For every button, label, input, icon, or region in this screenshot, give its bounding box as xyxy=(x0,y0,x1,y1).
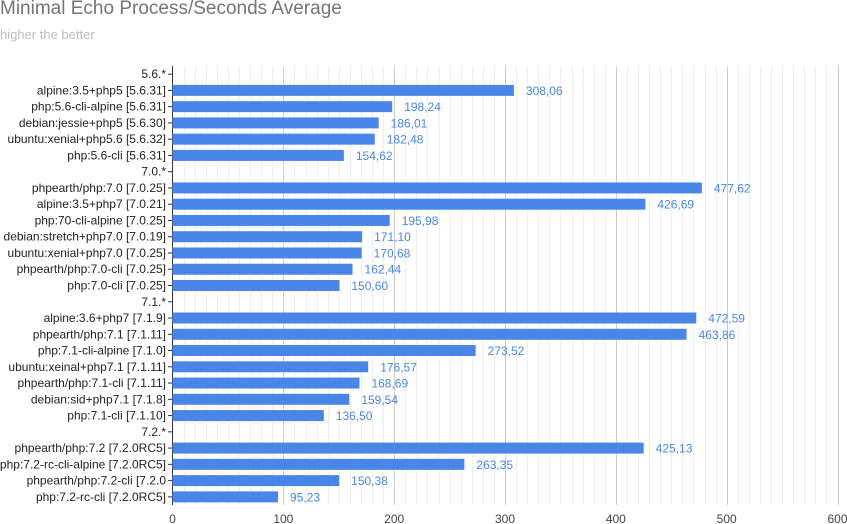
category-label: php:7.1-cli [7.1.10] xyxy=(67,409,166,423)
category-label: debian:jessie+php5 [5.6.30] xyxy=(19,116,166,130)
category-label: ubuntu:xeinal+php7.1 [7.1.11] xyxy=(8,360,166,374)
bar xyxy=(172,328,687,340)
bar xyxy=(172,101,393,113)
bar xyxy=(172,247,362,259)
bar xyxy=(172,149,344,161)
data-label: 95,23 xyxy=(290,490,320,504)
category-label: ubuntu:xenial+php5.6 [5.6.32] xyxy=(8,132,166,146)
x-tick-label: 400 xyxy=(606,512,626,524)
x-tick-label: 300 xyxy=(495,512,515,524)
data-label: 426,69 xyxy=(657,198,694,212)
category-label: phpearth/php:7.0-cli [7.0.25] xyxy=(17,262,166,276)
chart-subtitle: higher the better xyxy=(0,27,95,42)
category-label: alpine:3.5+php7 [7.0.21] xyxy=(37,197,166,211)
bar xyxy=(172,377,360,389)
data-label: 472,59 xyxy=(708,312,745,326)
x-tick-label: 200 xyxy=(384,512,404,524)
bar xyxy=(172,491,279,503)
category-label: php:70-cli-alpine [7.0.25] xyxy=(35,213,166,227)
data-label: 162,44 xyxy=(365,263,402,277)
category-label: phpearth/php:7.1-cli [7.1.11] xyxy=(17,376,166,390)
bar xyxy=(172,198,646,210)
data-label: 463,86 xyxy=(699,328,736,342)
data-label: 182,48 xyxy=(387,133,424,147)
bar xyxy=(172,312,697,324)
x-tick-label: 0 xyxy=(169,512,176,524)
bar xyxy=(172,214,390,226)
category-label: debian:sid+php7.1 [7.1.8] xyxy=(31,392,166,406)
category-label: php:7.2-rc-cli [7.2.0RC5] xyxy=(36,490,166,504)
bar xyxy=(172,280,340,291)
data-label: 308,06 xyxy=(526,84,563,98)
data-label: 159,54 xyxy=(361,393,398,407)
data-label: 168,69 xyxy=(371,377,408,391)
data-label: 425,13 xyxy=(656,442,693,456)
group-label: 7.0.* xyxy=(141,165,166,179)
bar xyxy=(172,345,476,357)
x-tick-label: 100 xyxy=(273,512,293,524)
x-tick-label: 600 xyxy=(827,512,847,524)
category-label: phpearth/php:7.2-cli [7.2.0 xyxy=(27,474,167,488)
x-tick-label: 500 xyxy=(717,512,737,524)
category-label: php:5.6-cli-alpine [5.6.31] xyxy=(31,100,166,114)
data-label: 477,62 xyxy=(714,181,751,195)
category-label: php:7.0-cli [7.0.25] xyxy=(67,279,166,293)
category-label: phpearth/php:7.2 [7.2.0RC5] xyxy=(15,441,166,455)
data-label: 198,24 xyxy=(404,100,441,114)
group-label: 5.6.* xyxy=(141,67,166,81)
data-label: 170,68 xyxy=(374,246,411,260)
bar xyxy=(172,442,644,454)
data-label: 195,98 xyxy=(402,214,439,228)
bar xyxy=(172,410,324,422)
data-label: 150,60 xyxy=(351,279,388,293)
group-label: 7.2.* xyxy=(141,425,166,439)
category-label: php:7.2-rc-cli-alpine [7.2.0RC5] xyxy=(0,457,166,471)
data-label: 186,01 xyxy=(391,116,428,130)
bar xyxy=(172,231,363,243)
bar xyxy=(172,84,514,96)
bar xyxy=(172,117,379,129)
data-label: 171,10 xyxy=(374,230,411,244)
category-label: alpine:3.6+php7 [7.1.9] xyxy=(44,311,166,325)
category-label: php:5.6-cli [5.6.31] xyxy=(67,148,166,162)
bar xyxy=(172,458,465,470)
category-label: php:7.1-cli-alpine [7.1.0] xyxy=(38,344,166,358)
chart-title: Minimal Echo Process/Seconds Average xyxy=(0,0,342,19)
bar xyxy=(172,361,369,373)
category-label: phpearth/php:7.1 [7.1.11] xyxy=(33,327,166,341)
category-label: debian:stretch+php7.0 [7.0.19] xyxy=(4,230,166,244)
data-label: 176,57 xyxy=(380,360,417,374)
bar xyxy=(172,263,353,275)
group-label: 7.1.* xyxy=(141,295,166,309)
category-label: ubuntu:xenial+php7.0 [7.0.25] xyxy=(8,246,166,260)
data-label: 136,50 xyxy=(336,409,373,423)
category-label: phpearth/php:7.0 [7.0.25] xyxy=(32,181,166,195)
data-label: 273,52 xyxy=(488,344,525,358)
bar xyxy=(172,133,375,145)
data-label: 263,35 xyxy=(476,458,513,472)
data-label: 150,38 xyxy=(351,474,388,488)
data-label: 154,62 xyxy=(356,149,393,163)
category-label: alpine:3.5+php5 [5.6.31] xyxy=(37,83,166,97)
bar xyxy=(172,475,340,487)
bar xyxy=(172,393,350,405)
bar xyxy=(172,182,702,194)
